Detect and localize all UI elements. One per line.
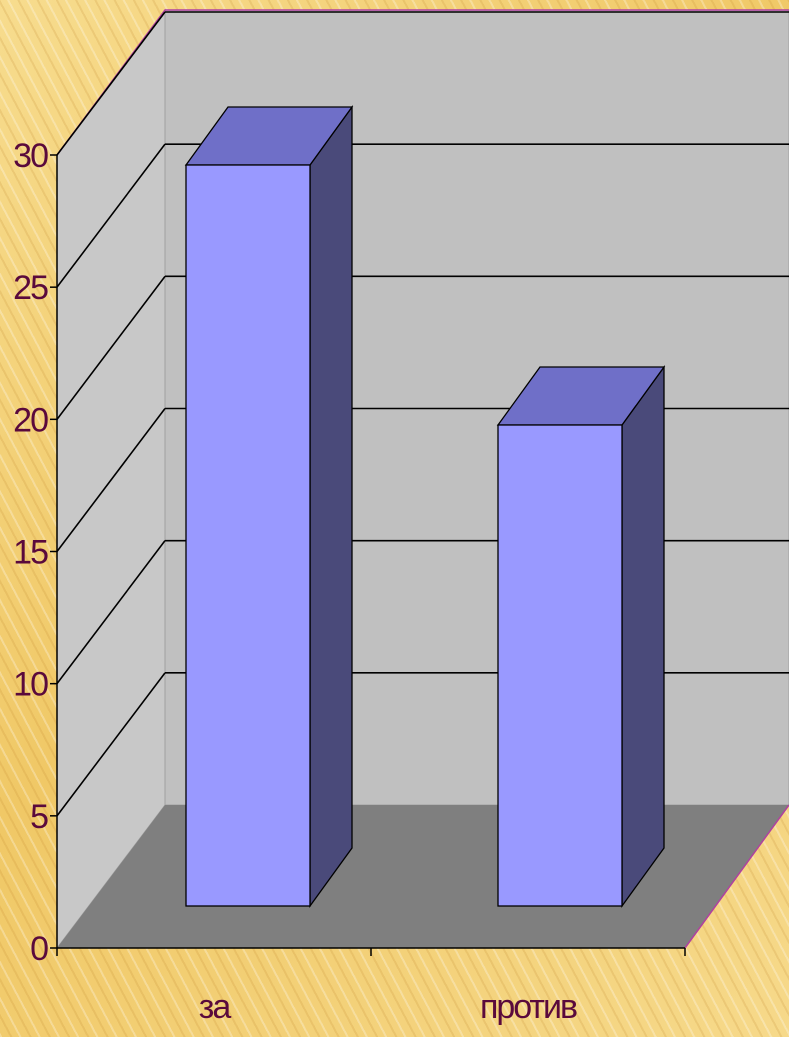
bar-side xyxy=(621,364,665,909)
gridline-side xyxy=(56,408,166,552)
bar-front xyxy=(185,164,311,907)
chart-walls xyxy=(56,8,789,950)
bar-1 xyxy=(184,104,354,909)
gridline-side xyxy=(56,143,166,288)
x-category-labels: за против xyxy=(199,988,579,1026)
y-tick-labels: 0 5 10 15 20 25 30 xyxy=(13,137,50,968)
gridline-side xyxy=(56,11,166,156)
gridline-side xyxy=(56,540,166,685)
floor-right-edge xyxy=(684,804,789,949)
y-tick-label: 25 xyxy=(13,269,48,307)
bar-side xyxy=(309,104,353,909)
y-tick-label: 20 xyxy=(13,401,48,439)
bars xyxy=(184,104,666,909)
y-tick-label: 5 xyxy=(30,798,48,836)
y-tick-label: 0 xyxy=(30,930,48,968)
y-tick-label: 10 xyxy=(13,666,48,704)
gridline-side xyxy=(56,672,166,817)
axes xyxy=(50,154,686,956)
y-tick-label: 15 xyxy=(13,534,48,572)
x-category-label: против xyxy=(480,988,577,1026)
gridline-side xyxy=(56,275,166,420)
floor xyxy=(57,805,789,948)
y-tick-label: 30 xyxy=(13,137,48,175)
bar-2 xyxy=(496,364,666,909)
bar-front xyxy=(497,424,623,907)
x-category-label: за xyxy=(199,988,232,1026)
